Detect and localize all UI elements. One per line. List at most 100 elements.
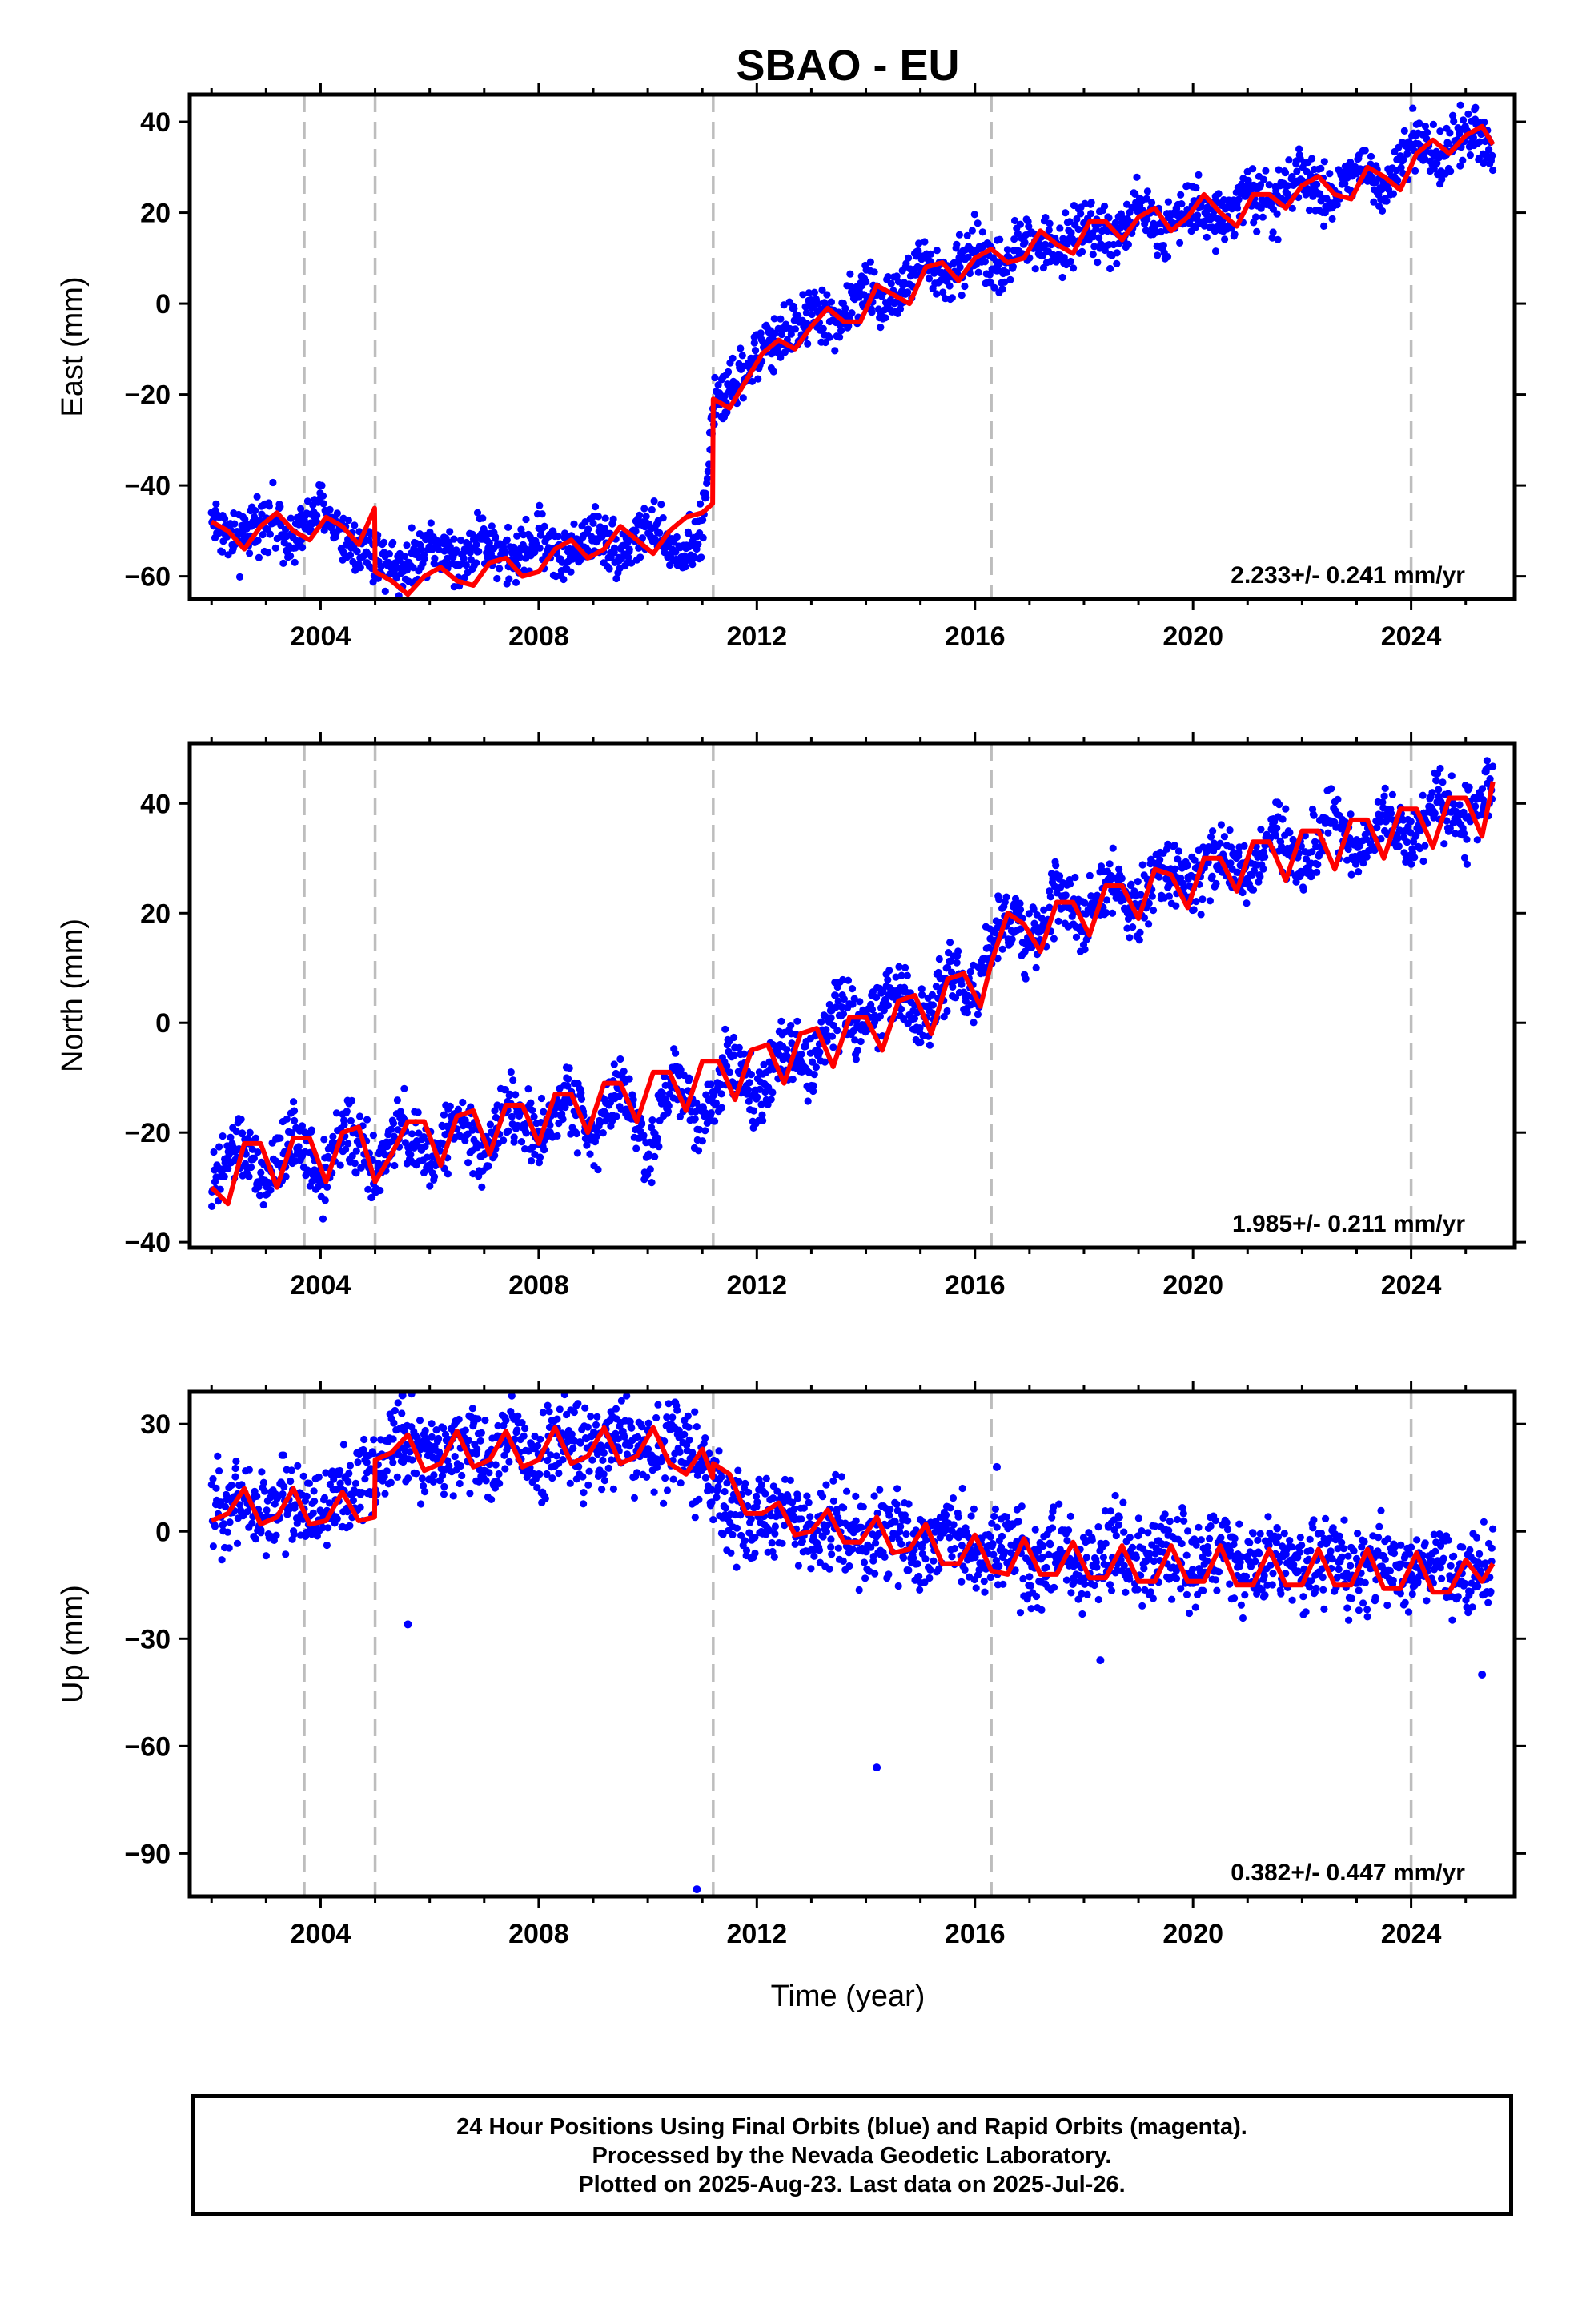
data-point: [1078, 927, 1086, 935]
data-point: [1400, 127, 1408, 135]
data-point: [797, 1050, 805, 1059]
data-point: [1256, 873, 1264, 881]
data-point: [343, 1108, 351, 1116]
data-point: [479, 514, 487, 522]
data-point: [634, 1433, 642, 1441]
data-point: [1001, 278, 1009, 286]
data-point: [387, 1125, 396, 1133]
data-point: [771, 1530, 779, 1538]
data-point: [721, 392, 729, 400]
data-point: [769, 1494, 777, 1502]
data-point: [1370, 198, 1378, 206]
data-point: [789, 1498, 797, 1506]
data-point: [770, 1553, 778, 1561]
data-point: [708, 1486, 716, 1494]
data-point: [1347, 870, 1355, 879]
data-point: [255, 553, 263, 561]
data-point: [512, 1091, 520, 1099]
data-point: [1133, 173, 1141, 181]
data-point: [574, 1400, 582, 1408]
data-point: [351, 1479, 360, 1487]
data-point: [428, 1433, 436, 1441]
data-point: [408, 1456, 416, 1464]
data-point: [1070, 264, 1078, 272]
data-point: [1030, 905, 1038, 913]
data-point: [762, 1474, 770, 1482]
data-point: [769, 1088, 777, 1096]
data-point: [1279, 815, 1287, 823]
data-point: [408, 524, 416, 532]
data-point: [648, 1179, 656, 1187]
data-point: [303, 1492, 311, 1500]
data-point: [1206, 897, 1214, 905]
data-point: [482, 1477, 490, 1485]
data-point: [1030, 919, 1038, 927]
data-point: [576, 556, 584, 564]
data-point: [488, 1495, 496, 1503]
x-tick-label: 2024: [1381, 1270, 1442, 1301]
data-point: [1164, 198, 1172, 206]
data-point: [735, 1478, 743, 1486]
data-point: [1423, 128, 1431, 136]
data-point: [1444, 790, 1452, 798]
data-point: [251, 1535, 259, 1543]
data-point: [1081, 199, 1089, 207]
data-point: [220, 1520, 228, 1528]
x-tick-label: 2020: [1162, 621, 1223, 652]
data-point: [573, 1149, 582, 1157]
data-point: [540, 1108, 548, 1116]
data-point: [576, 1439, 584, 1447]
data-point: [691, 1408, 699, 1416]
data-point: [827, 298, 835, 306]
data-point: [505, 1458, 513, 1466]
data-point: [644, 1419, 652, 1427]
data-point: [1252, 213, 1260, 221]
data-point: [953, 240, 961, 248]
data-point: [884, 1001, 892, 1010]
data-point: [553, 1132, 561, 1140]
data-point: [1259, 865, 1267, 873]
data-point: [1367, 152, 1375, 160]
data-point: [404, 1474, 412, 1482]
data-point: [1140, 914, 1148, 922]
data-point: [1379, 207, 1387, 215]
data-point: [769, 1482, 777, 1490]
data-point: [1106, 264, 1114, 273]
data-point: [1447, 772, 1456, 780]
data-point: [225, 1544, 233, 1552]
data-point: [472, 559, 480, 567]
data-point: [948, 968, 956, 976]
data-point: [739, 394, 747, 402]
data-point: [531, 1432, 539, 1441]
data-point: [488, 522, 496, 530]
data-point: [570, 1437, 579, 1445]
data-point: [1165, 892, 1173, 900]
data-point: [1101, 202, 1109, 211]
data-point: [961, 282, 969, 291]
data-point: [554, 532, 562, 541]
data-point: [1042, 214, 1050, 222]
data-point: [310, 1487, 318, 1495]
data-point: [298, 1122, 306, 1130]
data-point: [461, 1426, 469, 1434]
data-point: [346, 1462, 355, 1470]
data-point: [742, 1546, 751, 1554]
data-point: [391, 1406, 399, 1415]
data-point: [328, 1467, 336, 1475]
data-point: [717, 1090, 725, 1098]
data-point: [291, 1116, 299, 1124]
velocity-rate-label: 1.985+/- 0.211 mm/yr: [1232, 1211, 1465, 1237]
data-point: [1127, 880, 1135, 888]
data-point: [737, 1511, 745, 1519]
data-point: [311, 1498, 319, 1506]
y-tick-label: −60: [124, 562, 171, 593]
data-point: [1428, 789, 1436, 797]
data-point: [1446, 824, 1454, 832]
data-point: [707, 1109, 715, 1117]
data-point: [974, 219, 982, 227]
data-point: [1183, 862, 1191, 870]
data-point: [1395, 143, 1403, 151]
data-point: [1031, 265, 1039, 273]
data-point: [279, 559, 287, 568]
data-point: [1108, 909, 1117, 917]
